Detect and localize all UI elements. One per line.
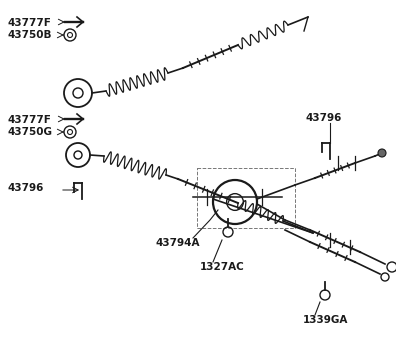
Text: 43750G: 43750G [8, 127, 53, 137]
Text: 43750B: 43750B [8, 30, 53, 40]
Text: 1339GA: 1339GA [303, 315, 348, 325]
Text: 43796: 43796 [305, 113, 341, 123]
Text: 43777F: 43777F [8, 18, 52, 28]
Text: 1327AC: 1327AC [200, 262, 245, 272]
Text: 43794A: 43794A [155, 238, 200, 248]
Text: 43796: 43796 [8, 183, 44, 193]
Circle shape [378, 149, 386, 157]
Text: 43777F: 43777F [8, 115, 52, 125]
